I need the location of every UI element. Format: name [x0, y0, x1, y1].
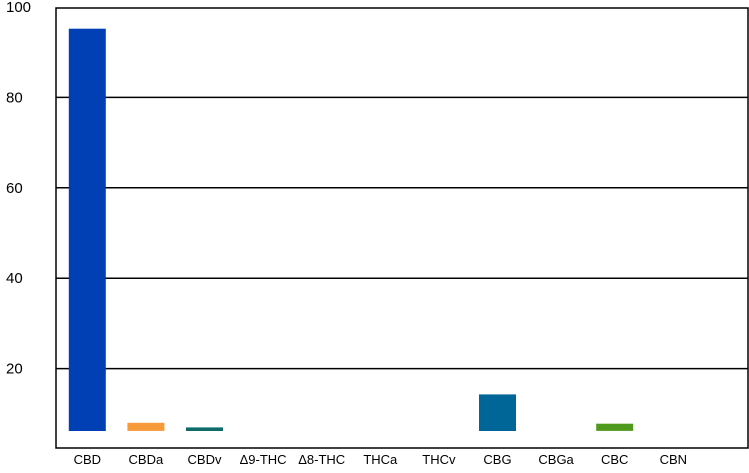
x-category-label: CBD: [74, 452, 101, 467]
x-category-label: CBG: [483, 452, 511, 467]
bar-9: [596, 423, 634, 431]
x-category-label: THCv: [422, 452, 456, 467]
x-category-label: Δ9-THC: [240, 452, 287, 467]
x-axis-labels: CBD CBDa CBDv Δ9-THC Δ8-THC THCa THCv CBG CBGa CB…: [74, 452, 687, 467]
y-axis-ticks: 20 40 60 80 100: [6, 0, 31, 378]
y-tick-label: 40: [6, 270, 23, 287]
y-tick-label: 100: [6, 0, 31, 16]
plot-area-background: [56, 8, 748, 448]
x-category-label: Δ8-THC: [298, 452, 345, 467]
bar-0: [68, 28, 106, 431]
bar-1: [127, 422, 165, 431]
x-category-label: CBDa: [129, 452, 164, 467]
x-category-label: CBGa: [538, 452, 574, 467]
gridlines: [56, 96, 748, 370]
y-tick-label: 20: [6, 361, 23, 378]
plot-frame: [55, 7, 749, 449]
x-category-label: THCa: [363, 452, 398, 467]
bar-2: [186, 427, 223, 431]
y-tick-label: 80: [6, 89, 23, 106]
x-category-label: CBC: [601, 452, 628, 467]
y-tick-label: 60: [6, 180, 23, 197]
x-category-label: CBN: [660, 452, 687, 467]
x-category-label: CBDv: [188, 452, 222, 467]
bars: [68, 28, 634, 431]
bar-7: [479, 394, 516, 431]
